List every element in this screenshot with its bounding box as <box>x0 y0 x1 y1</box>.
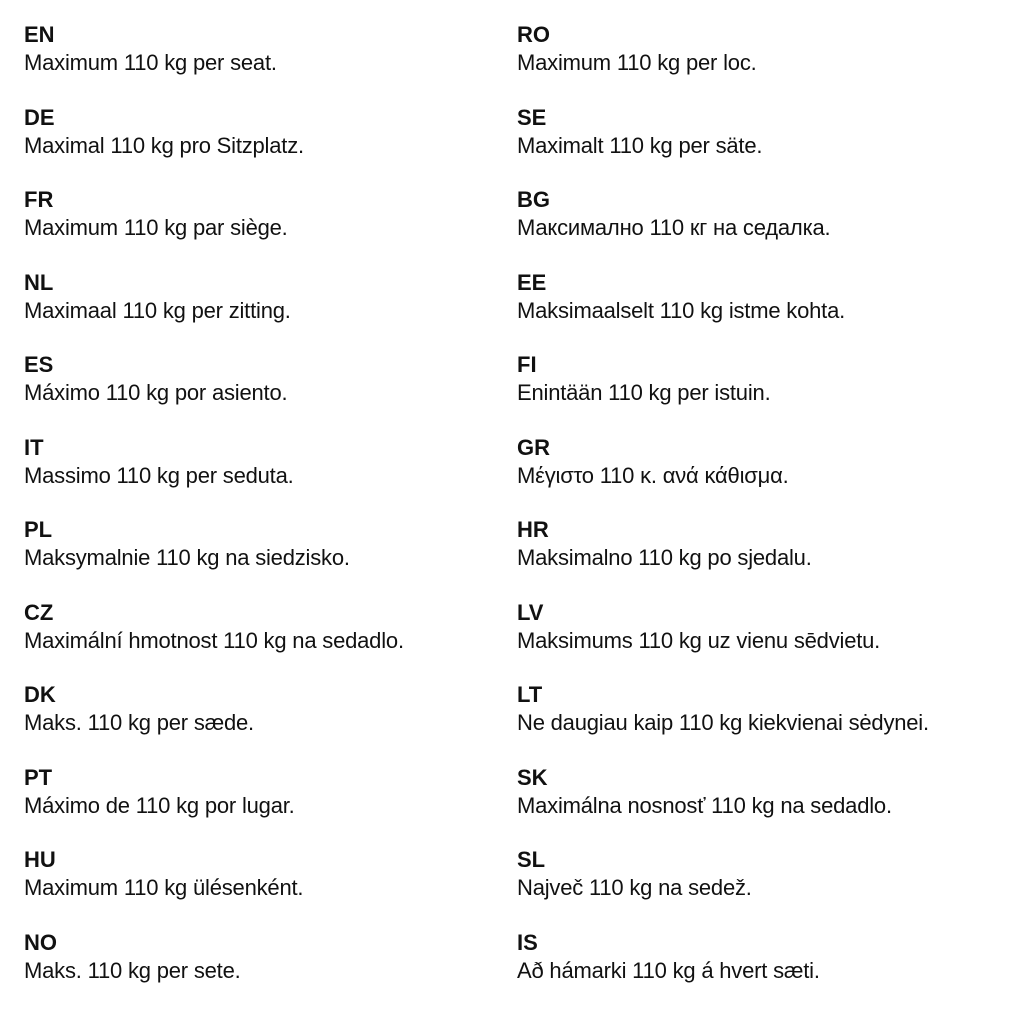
language-entry: BG Максимално 110 кг на седалка. <box>517 187 1007 270</box>
language-entry: LT Ne daugiau kaip 110 kg kiekvienai sėdy… <box>517 682 1007 765</box>
weight-limit-text: Maximum 110 kg per seat. <box>24 50 277 75</box>
weight-limit-text: Maks. 110 kg per sete. <box>24 957 241 983</box>
weight-limit-text: Maksimalno 110 kg po sjedalu. <box>517 545 812 570</box>
weight-limit-text: Maximálna nosnosť 110 kg na sedadlo. <box>517 792 892 818</box>
language-entry: GR Μέγιστο 110 κ. ανά κάθισμα. <box>517 435 1007 518</box>
weight-limit-text: Največ 110 kg na sedež. <box>517 875 752 900</box>
language-code: RO <box>517 22 550 47</box>
weight-limit-text: Maximum 110 kg par siège. <box>24 215 288 240</box>
left-column: EN Maximum 110 kg per seat. DE Maximal 110 … <box>24 22 514 1012</box>
right-column: RO Maximum 110 kg per loc. SE Maximalt 110 … <box>517 22 1007 1012</box>
language-entry: EN Maximum 110 kg per seat. <box>24 22 514 105</box>
weight-limit-text: Máximo de 110 kg por lugar. <box>24 792 295 818</box>
weight-limit-text: Maximaal 110 kg per zitting. <box>24 297 291 323</box>
weight-limit-text: Maks. 110 kg per sæde. <box>24 710 254 735</box>
language-code: IS <box>517 929 538 955</box>
language-code: DK <box>24 682 56 707</box>
weight-limit-text: Máximo 110 kg por asiento. <box>24 380 288 405</box>
language-code: FR <box>24 187 54 212</box>
language-entry: IS Að hámarki 110 kg á hvert sæti. <box>517 930 1007 1013</box>
weight-limit-text: Maximal 110 kg pro Sitzplatz. <box>24 132 304 158</box>
language-entry: SL Največ 110 kg na sedež. <box>517 847 1007 930</box>
language-entry: SE Maximalt 110 kg per säte. <box>517 105 1007 188</box>
language-entry: ES Máximo 110 kg por asiento. <box>24 352 514 435</box>
weight-limit-text: Enintään 110 kg per istuin. <box>517 380 771 405</box>
language-code: BG <box>517 187 550 212</box>
weight-limit-text: Ne daugiau kaip 110 kg kiekvienai sėdyne… <box>517 710 929 735</box>
language-entry: LV Maksimums 110 kg uz vienu sēdvietu. <box>517 600 1007 683</box>
weight-limit-text: Maximum 110 kg ülésenként. <box>24 875 304 900</box>
language-entry: PL Maksymalnie 110 kg na siedzisko. <box>24 517 514 600</box>
language-code: EN <box>24 22 55 47</box>
language-entry: RO Maximum 110 kg per loc. <box>517 22 1007 105</box>
language-code: GR <box>517 434 550 460</box>
language-code: SL <box>517 847 546 872</box>
language-entry: EE Maksimaalselt 110 kg istme kohta. <box>517 270 1007 353</box>
language-code: DE <box>24 104 55 130</box>
language-entry: CZ Maximální hmotnost 110 kg na sedadlo. <box>24 600 514 683</box>
language-code: SE <box>517 104 547 130</box>
weight-limit-text: Maksimaalselt 110 kg istme kohta. <box>517 297 846 323</box>
language-code: IT <box>24 434 44 460</box>
weight-limit-text: Maksimums 110 kg uz vienu sēdvietu. <box>517 627 881 653</box>
language-entry: FR Maximum 110 kg par siège. <box>24 187 514 270</box>
weight-limit-text: Maksymalnie 110 kg na siedzisko. <box>24 545 350 570</box>
language-code: NL <box>24 269 54 295</box>
language-code: LV <box>517 599 544 625</box>
language-entry: HU Maximum 110 kg ülésenként. <box>24 847 514 930</box>
language-entry: NL Maximaal 110 kg per zitting. <box>24 270 514 353</box>
weight-limit-text: Að hámarki 110 kg á hvert sæti. <box>517 957 820 983</box>
weight-limit-text: Maximalt 110 kg per säte. <box>517 132 763 158</box>
language-code: HR <box>517 517 549 542</box>
language-code: CZ <box>24 599 54 625</box>
language-code: NO <box>24 929 57 955</box>
weight-limit-text: Μέγιστο 110 κ. ανά κάθισμα. <box>517 462 789 488</box>
language-entry: IT Massimo 110 kg per seduta. <box>24 435 514 518</box>
language-code: PT <box>24 764 53 790</box>
language-code: PL <box>24 517 53 542</box>
language-code: EE <box>517 269 547 295</box>
language-entry: DK Maks. 110 kg per sæde. <box>24 682 514 765</box>
weight-limit-text: Maximum 110 kg per loc. <box>517 50 757 75</box>
language-entry: DE Maximal 110 kg pro Sitzplatz. <box>24 105 514 188</box>
language-entry: HR Maksimalno 110 kg po sjedalu. <box>517 517 1007 600</box>
language-code: SK <box>517 764 548 790</box>
language-entry: PT Máximo de 110 kg por lugar. <box>24 765 514 848</box>
language-code: ES <box>24 352 54 377</box>
language-entry: SK Maximálna nosnosť 110 kg na sedadlo. <box>517 765 1007 848</box>
language-entry: NO Maks. 110 kg per sete. <box>24 930 514 1013</box>
language-entry: FI Enintään 110 kg per istuin. <box>517 352 1007 435</box>
language-code: LT <box>517 682 543 707</box>
weight-limit-text: Massimo 110 kg per seduta. <box>24 462 294 488</box>
language-code: FI <box>517 352 537 377</box>
language-code: HU <box>24 847 56 872</box>
weight-limit-text: Maximální hmotnost 110 kg na sedadlo. <box>24 627 404 653</box>
weight-limit-text: Максимално 110 кг на седалка. <box>517 215 831 240</box>
